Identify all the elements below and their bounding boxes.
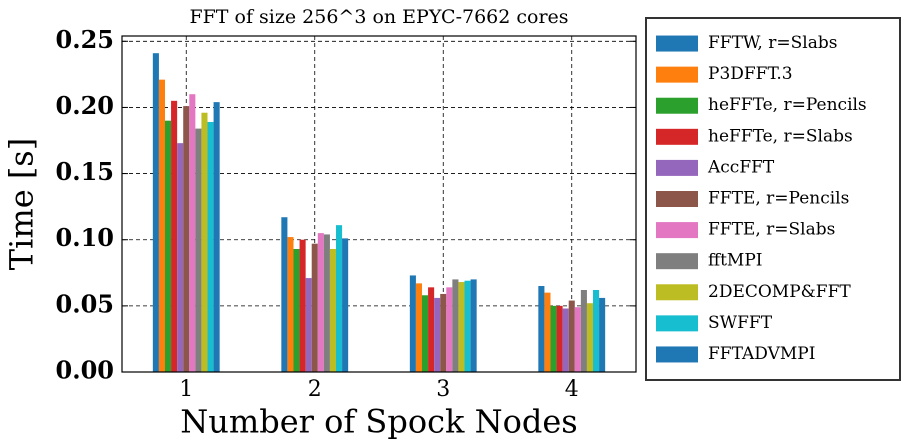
plot-frame [121, 35, 637, 373]
bar [207, 121, 214, 372]
y-tick-label: 0.05 [56, 289, 114, 318]
legend-swatch [656, 315, 698, 332]
bar [599, 297, 606, 372]
bar [580, 289, 587, 372]
bar [556, 305, 563, 372]
bar [415, 283, 422, 372]
legend-swatch [656, 253, 698, 270]
bar [538, 286, 545, 372]
bar [336, 225, 343, 372]
y-tick-label: 0.20 [56, 91, 114, 120]
bar [293, 248, 300, 372]
legend-swatch [656, 284, 698, 301]
bar [464, 280, 471, 372]
bar [317, 233, 324, 372]
legend-label: AccFFT [707, 157, 775, 177]
x-axis-label: Number of Spock Nodes [180, 403, 577, 441]
y-tick-label: 0.25 [56, 25, 114, 54]
bar [593, 289, 600, 372]
legend-label: SWFFT [708, 313, 773, 333]
legend-label: heFFTe, r=Slabs [708, 126, 853, 146]
bar [323, 234, 330, 372]
legend-label: FFTE, r=Pencils [708, 189, 849, 209]
y-tick-label: 0.15 [56, 157, 114, 186]
legend-swatch [656, 191, 698, 207]
x-tick-label: 3 [436, 377, 450, 402]
legend-swatch [656, 97, 698, 114]
bar [158, 79, 165, 373]
bar [329, 248, 337, 372]
bar [586, 303, 594, 372]
legend-swatch [656, 35, 698, 52]
x-tick-label: 2 [308, 377, 322, 402]
bar [201, 112, 208, 372]
bar [568, 300, 575, 372]
bar [574, 307, 581, 372]
bar [434, 297, 441, 372]
legend-label: 2DECOMP&FFT [708, 282, 851, 302]
bar [550, 305, 557, 372]
bar [183, 106, 190, 373]
bar [213, 102, 220, 373]
legend-swatch [656, 159, 698, 176]
y-tick-label: 0.00 [56, 356, 114, 385]
bar [171, 100, 178, 372]
bar [428, 287, 435, 372]
y-axis-label: Time [s] [3, 138, 41, 270]
chart-title: FFT of size 256^3 on EPYC-7662 cores [189, 6, 568, 28]
legend-swatch [656, 222, 698, 239]
bar [421, 295, 429, 372]
bar [305, 278, 312, 372]
bar [562, 308, 569, 372]
bar [152, 53, 159, 373]
bar [458, 282, 465, 372]
bar [452, 279, 459, 372]
bar [299, 239, 306, 372]
x-tick-label: 1 [179, 377, 193, 402]
bar [440, 293, 447, 372]
bar [189, 94, 196, 373]
bar [342, 238, 349, 372]
x-tick-label: 4 [565, 377, 579, 402]
bar [470, 279, 477, 372]
bar [164, 120, 172, 373]
bar [409, 275, 416, 372]
legend-label: FFTADVMPI [708, 344, 815, 364]
bar [311, 243, 318, 372]
bar [281, 217, 288, 372]
bar [446, 287, 453, 372]
legend-label: FFTE, r=Slabs [708, 220, 835, 240]
legend-swatch [656, 66, 698, 83]
legend-label: FFTW, r=Slabs [708, 33, 837, 53]
bar [544, 292, 551, 372]
legend-label: fftMPI [708, 251, 762, 271]
bar [195, 128, 202, 372]
legend-label: P3DFFT.3 [708, 64, 793, 84]
legend-swatch [656, 346, 698, 363]
legend-swatch [656, 128, 698, 145]
bar [177, 143, 184, 372]
legend-label: heFFTe, r=Pencils [708, 95, 867, 115]
y-tick-label: 0.10 [56, 223, 114, 252]
bar [287, 237, 294, 372]
